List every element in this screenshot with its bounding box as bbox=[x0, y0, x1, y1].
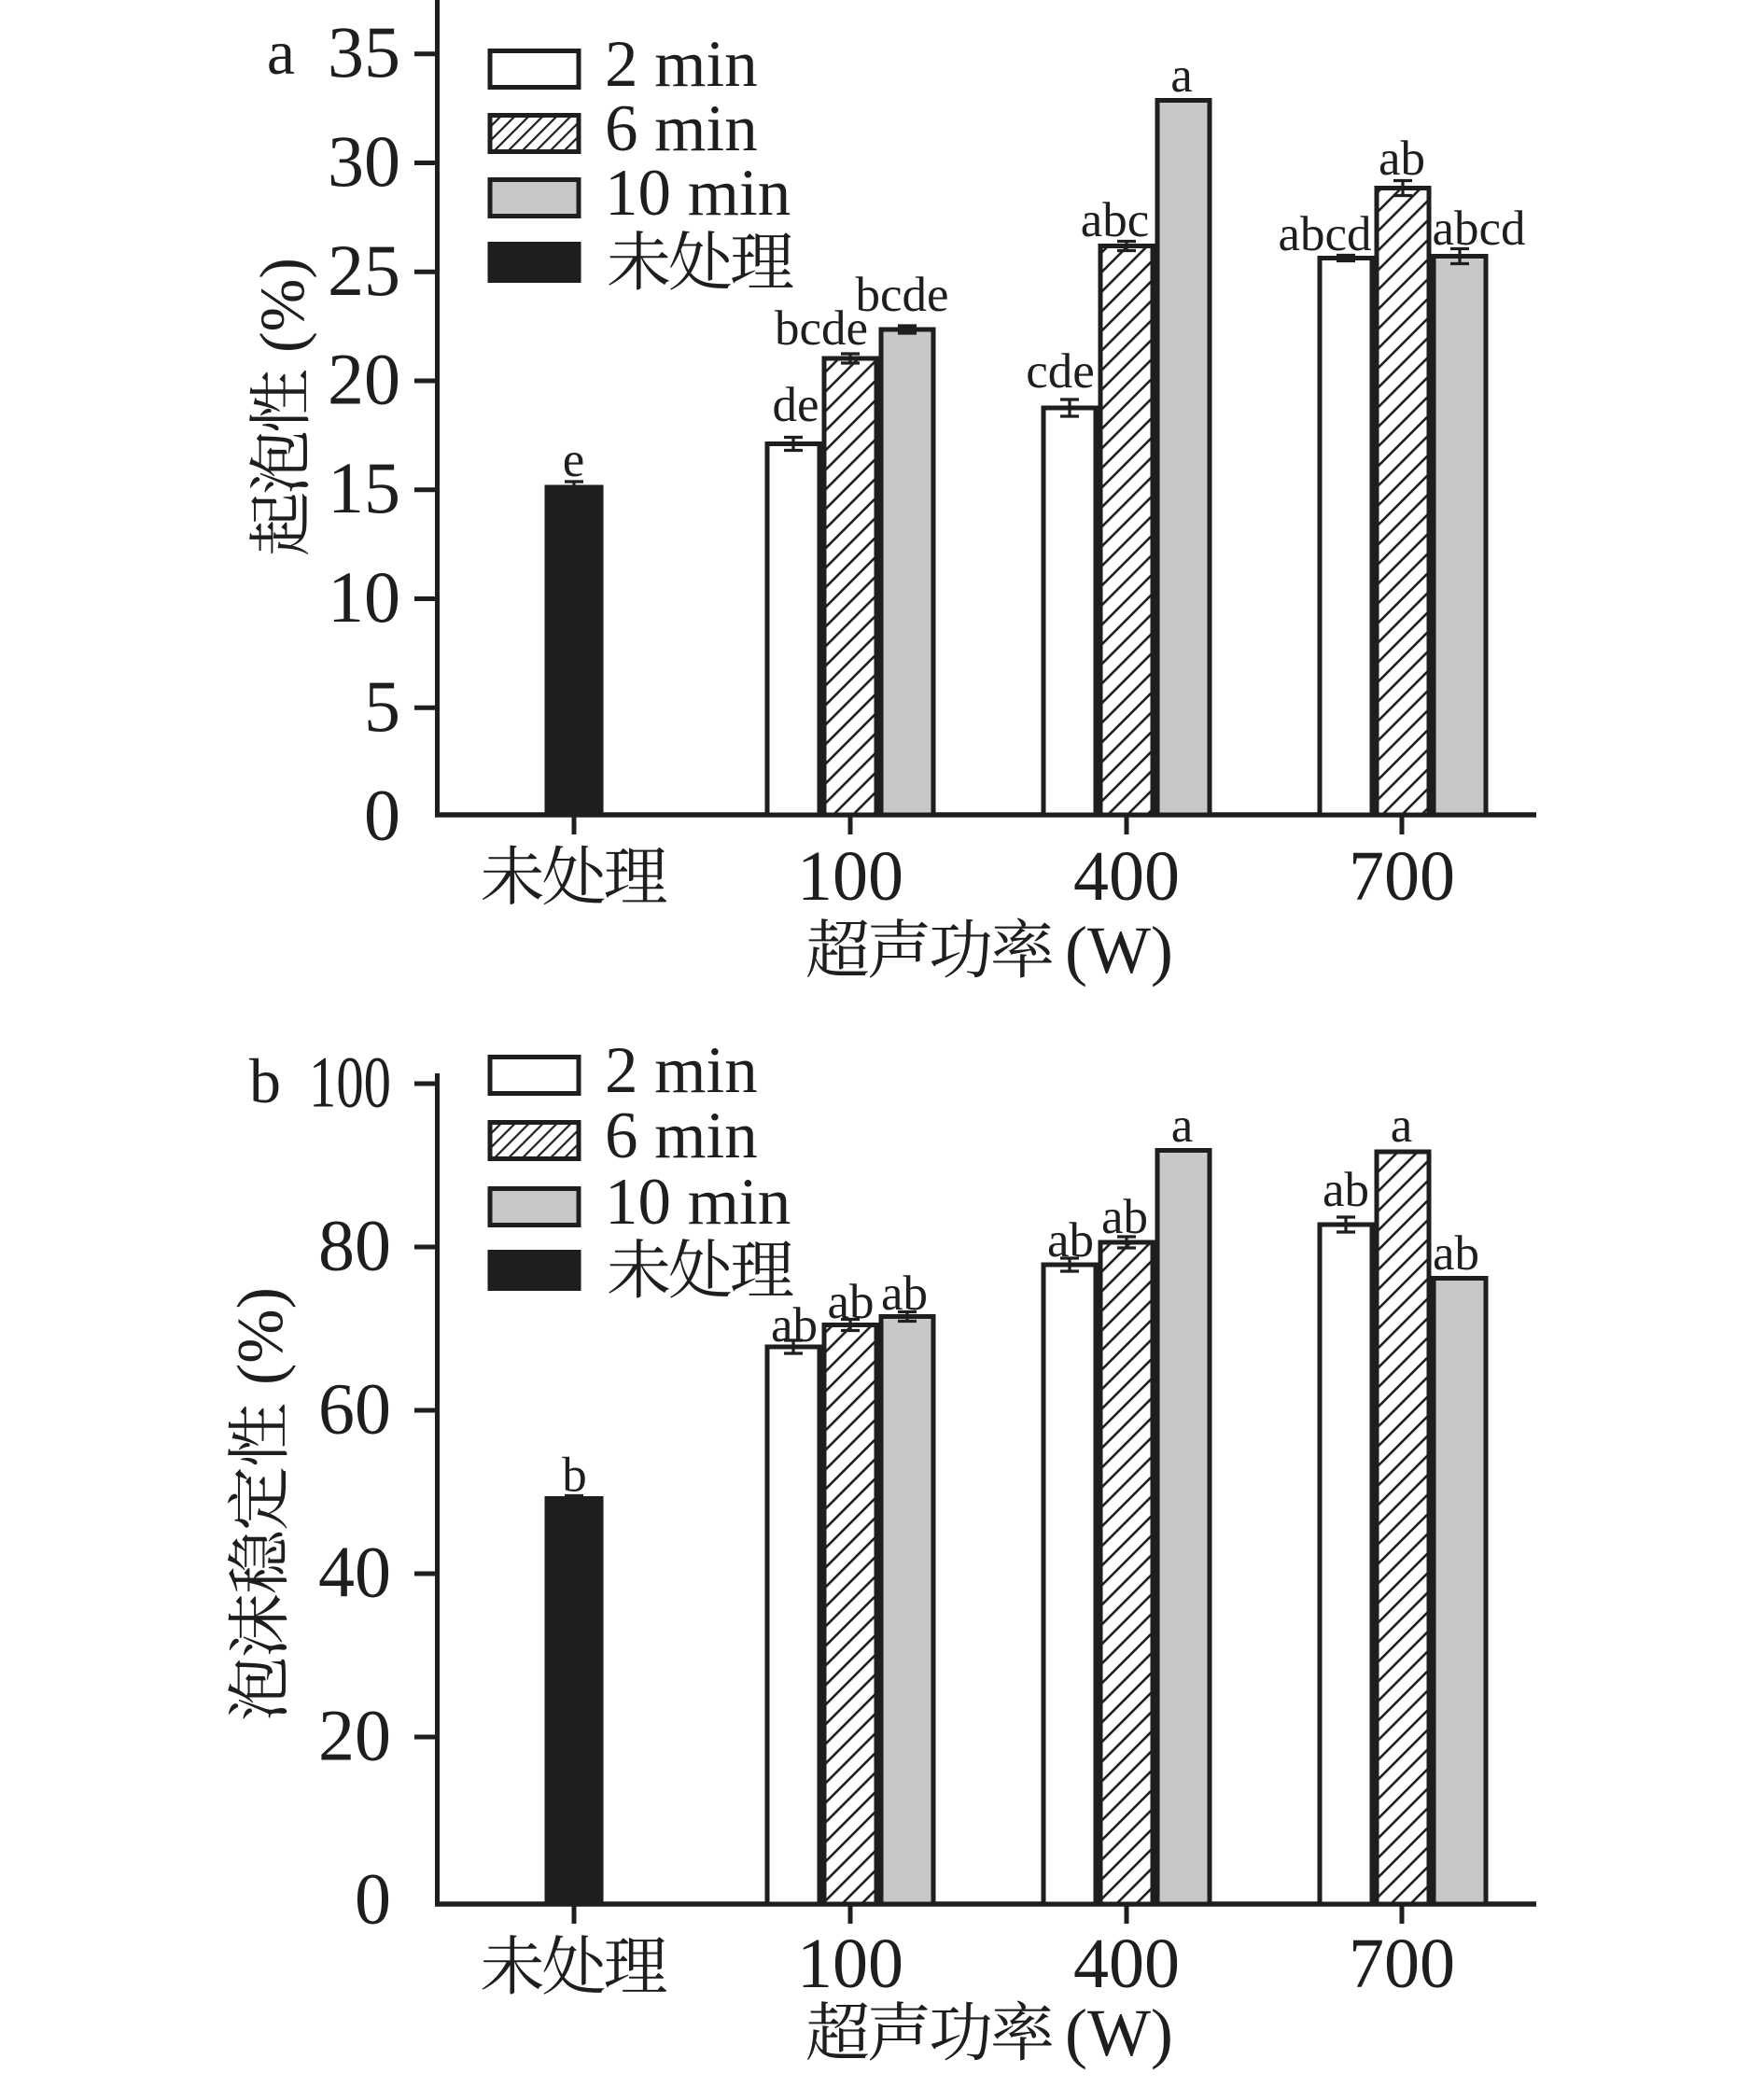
svg-text:(W): (W) bbox=[1065, 1996, 1173, 2070]
svg-text:cde: cde bbox=[1026, 344, 1095, 399]
svg-text:ab: ab bbox=[1101, 1190, 1148, 1244]
svg-text:10: 10 bbox=[328, 556, 400, 637]
svg-text:de: de bbox=[772, 378, 819, 432]
svg-text:a: a bbox=[1171, 1099, 1194, 1153]
svg-text:ab: ab bbox=[1323, 1163, 1369, 1217]
svg-text:20: 20 bbox=[318, 1695, 391, 1776]
svg-text:0: 0 bbox=[364, 775, 400, 856]
svg-text:bcde: bcde bbox=[775, 301, 868, 356]
svg-text:6 min: 6 min bbox=[605, 92, 758, 165]
svg-text:a: a bbox=[267, 17, 295, 88]
svg-text:ab: ab bbox=[881, 1267, 928, 1321]
svg-text:a: a bbox=[1170, 49, 1193, 103]
svg-text:b: b bbox=[249, 1045, 281, 1116]
svg-text:10 min: 10 min bbox=[605, 157, 791, 230]
svg-text:2 min: 2 min bbox=[605, 28, 758, 101]
svg-text:abcd: abcd bbox=[1278, 207, 1371, 261]
svg-text:25: 25 bbox=[328, 230, 400, 311]
svg-text:ab: ab bbox=[1379, 132, 1425, 186]
svg-text:(W): (W) bbox=[1065, 913, 1173, 987]
svg-text:(%): (%) bbox=[246, 258, 317, 353]
svg-text:30: 30 bbox=[328, 120, 400, 202]
svg-text:400: 400 bbox=[1073, 1925, 1180, 2003]
svg-text:15: 15 bbox=[328, 447, 400, 528]
svg-text:ab: ab bbox=[771, 1298, 818, 1352]
svg-text:20: 20 bbox=[328, 339, 400, 420]
svg-text:b: b bbox=[562, 1449, 587, 1503]
svg-text:0: 0 bbox=[355, 1858, 391, 1940]
svg-text:5: 5 bbox=[364, 665, 400, 747]
svg-text:60: 60 bbox=[318, 1368, 391, 1450]
svg-text:ab: ab bbox=[827, 1275, 874, 1329]
svg-text:100: 100 bbox=[309, 1042, 391, 1123]
svg-text:6 min: 6 min bbox=[605, 1100, 758, 1172]
svg-text:400: 400 bbox=[1073, 837, 1180, 916]
svg-text:100: 100 bbox=[797, 837, 903, 916]
svg-text:10 min: 10 min bbox=[605, 1166, 791, 1239]
svg-text:2 min: 2 min bbox=[605, 1034, 758, 1107]
svg-text:ab: ab bbox=[1047, 1213, 1094, 1268]
svg-text:abc: abc bbox=[1081, 193, 1150, 247]
svg-text:(%): (%) bbox=[225, 1287, 297, 1385]
svg-text:a: a bbox=[1391, 1099, 1413, 1153]
svg-text:40: 40 bbox=[318, 1532, 391, 1613]
svg-text:e: e bbox=[563, 433, 585, 487]
svg-text:80: 80 bbox=[318, 1205, 391, 1286]
svg-text:100: 100 bbox=[797, 1925, 903, 2003]
svg-text:abcd: abcd bbox=[1432, 202, 1525, 256]
svg-text:ab: ab bbox=[1433, 1226, 1479, 1281]
svg-text:35: 35 bbox=[328, 11, 400, 92]
svg-text:700: 700 bbox=[1349, 1925, 1455, 2003]
svg-text:700: 700 bbox=[1349, 837, 1455, 916]
svg-text:bcde: bcde bbox=[855, 268, 948, 322]
